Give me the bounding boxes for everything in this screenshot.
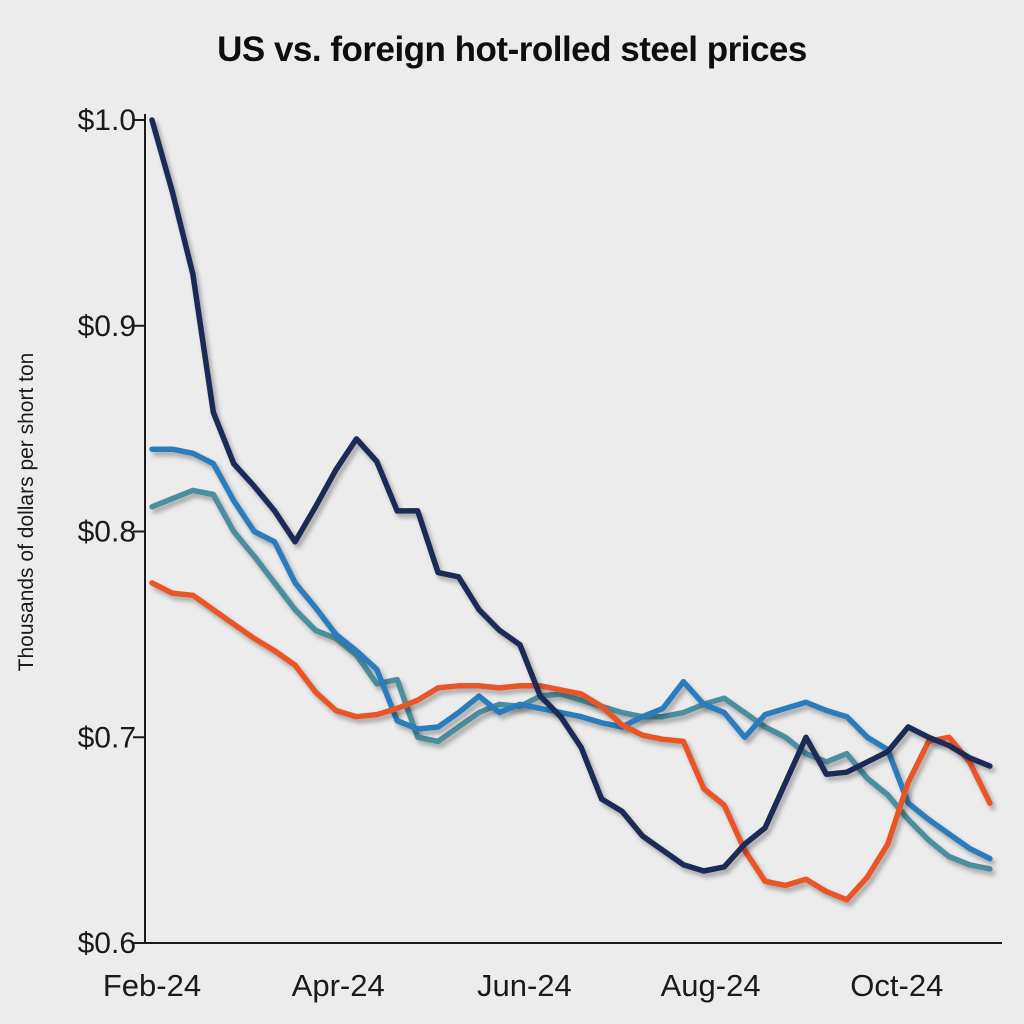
y-tick-label: $1.0	[78, 104, 136, 137]
y-tick-label: $0.7	[78, 721, 136, 754]
chart-title: US vs. foreign hot-rolled steel prices	[217, 30, 807, 69]
teal-line	[149, 487, 993, 872]
navy-line	[149, 117, 993, 874]
blue-line	[149, 446, 993, 862]
x-tick-label: Apr-24	[292, 968, 385, 1003]
x-tick-label: Aug-24	[661, 968, 761, 1003]
x-tick-label: Oct-24	[850, 968, 943, 1003]
x-tick-label: Jun-24	[477, 968, 572, 1003]
y-tick-label: $0.8	[78, 516, 136, 549]
x-tick-label: Feb-24	[103, 968, 201, 1003]
y-tick-label: $0.9	[78, 310, 136, 343]
y-tick-label: $0.6	[78, 927, 136, 960]
axis-lines	[144, 114, 1002, 944]
orange-line	[149, 580, 993, 903]
